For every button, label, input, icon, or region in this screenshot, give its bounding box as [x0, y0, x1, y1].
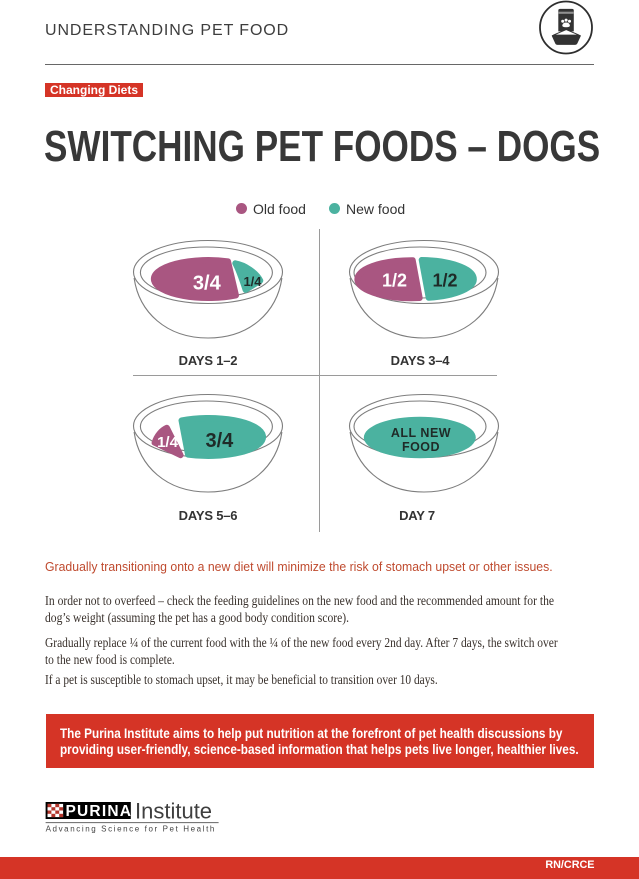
svg-text:PURINA: PURINA: [66, 803, 133, 820]
svg-text:FOOD: FOOD: [402, 440, 440, 454]
svg-text:ALL NEW: ALL NEW: [391, 426, 451, 440]
svg-text:1/2: 1/2: [382, 271, 407, 291]
svg-text:Advancing Science for Pet Heal: Advancing Science for Pet Health: [46, 825, 216, 834]
svg-text:1/4: 1/4: [157, 434, 179, 451]
svg-text:1/2: 1/2: [432, 271, 457, 291]
svg-text:3/4: 3/4: [193, 273, 222, 295]
svg-text:3/4: 3/4: [205, 430, 234, 452]
svg-text:Institute: Institute: [135, 800, 212, 823]
svg-text:1/4: 1/4: [243, 274, 262, 289]
